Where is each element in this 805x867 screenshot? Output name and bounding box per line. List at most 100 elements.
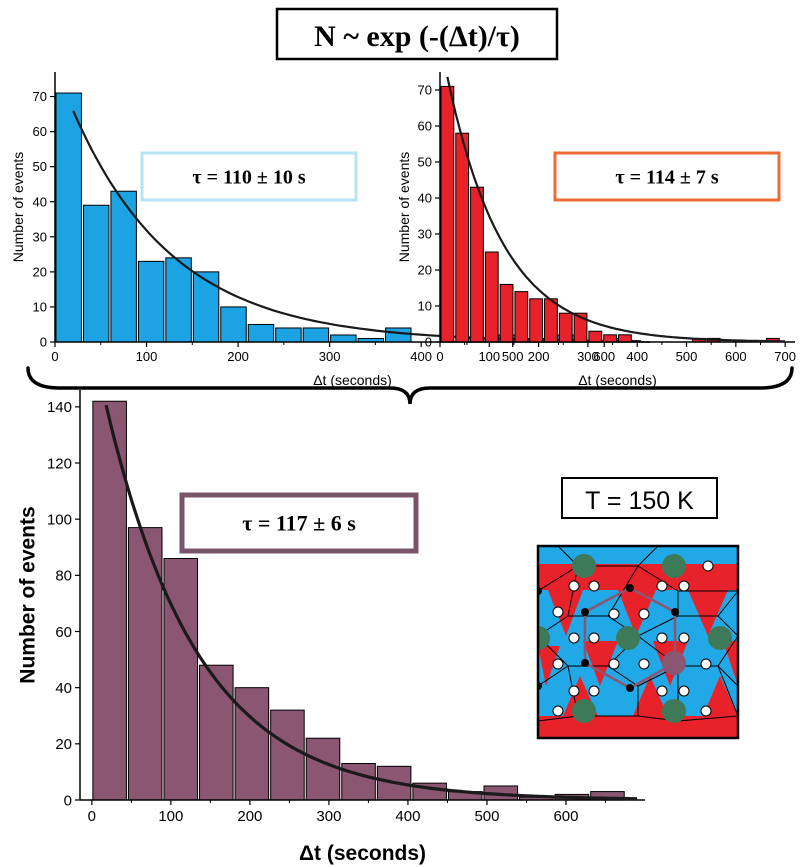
white-atom <box>638 658 650 670</box>
white-atom <box>678 580 690 592</box>
tau-label: τ = 114 ± 7 s <box>615 167 718 189</box>
bar <box>305 737 341 801</box>
white-atom <box>656 685 668 697</box>
black-atom <box>671 608 679 616</box>
bar <box>302 327 330 343</box>
bar <box>440 85 455 343</box>
bar-series <box>55 92 632 343</box>
y-tick-label: 30 <box>33 229 47 244</box>
x-tick-label: 0 <box>88 808 96 825</box>
x-tick-label: 500 <box>676 349 698 364</box>
y-tick-label: 140 <box>47 399 72 416</box>
white-atom <box>608 658 620 670</box>
white-atom <box>552 658 564 670</box>
lattice-frame <box>536 544 740 740</box>
tau-box <box>179 492 419 554</box>
red-tile <box>583 641 618 686</box>
white-atom <box>656 632 668 644</box>
y-axis-title: Number of events <box>16 506 39 683</box>
y-tick-label: 40 <box>55 680 72 697</box>
x-tick-label: 0 <box>436 349 443 364</box>
histogram-top-right: 0 100 200 300 400 500 600 700 0 10 20 30 40 50 60 70 Δt … <box>396 72 796 388</box>
bar <box>234 687 270 801</box>
bar <box>82 204 110 343</box>
exponential-fit-line <box>104 404 638 801</box>
red-tile <box>703 676 738 716</box>
y-tick-label: 60 <box>418 119 432 134</box>
y-axis-title: Number of events <box>396 152 412 263</box>
x-tick-label: 200 <box>237 808 262 825</box>
white-atom <box>588 685 600 697</box>
tau-box <box>553 151 781 202</box>
bar <box>192 271 220 343</box>
white-atom <box>568 685 580 697</box>
y-tick-label: 50 <box>418 155 432 170</box>
lattice-bond <box>717 665 738 687</box>
lattice-bond <box>717 635 738 667</box>
lattice-tiles <box>538 546 738 738</box>
bar <box>55 92 82 343</box>
y-tick-label: 20 <box>55 736 72 753</box>
x-tick-label: 400 <box>410 349 432 364</box>
white-atom <box>678 632 690 644</box>
x-axis-title: Δt (seconds) <box>578 372 657 388</box>
x-axis-title: Δt (seconds) <box>299 842 426 865</box>
bar <box>341 762 376 801</box>
green-atom <box>572 699 596 723</box>
y-tick-label: 30 <box>418 227 432 242</box>
exponential-fit-line <box>446 76 786 343</box>
x-tick-label: 500 <box>502 349 524 364</box>
x-tick-label: 100 <box>136 349 158 364</box>
green-atom <box>662 554 686 578</box>
y-tick-label: 120 <box>47 455 72 472</box>
x-tick-label: 400 <box>395 808 420 825</box>
red-tile <box>538 716 738 738</box>
white-atom <box>702 560 714 572</box>
red-tile <box>548 590 583 636</box>
lattice-bond <box>717 590 738 617</box>
bar <box>270 709 305 801</box>
bar <box>275 327 302 343</box>
lattice-bond <box>538 715 579 722</box>
y-tick-label: 80 <box>55 568 72 585</box>
x-tick-label: 600 <box>553 808 578 825</box>
bar <box>137 260 165 343</box>
y-tick-label: 50 <box>33 159 47 174</box>
green-atom <box>572 554 596 578</box>
x-tick-label: 600 <box>725 349 747 364</box>
x-tick-label: 200 <box>227 349 249 364</box>
lattice-schematic <box>536 544 740 740</box>
temperature-label: T = 150 K <box>585 487 694 515</box>
y-tick-label: 60 <box>33 124 47 139</box>
bar-series <box>440 85 780 343</box>
lattice-bond <box>677 715 738 722</box>
y-tick-label: 40 <box>418 191 432 206</box>
white-atom <box>678 685 690 697</box>
x-tick-label: 700 <box>774 349 796 364</box>
black-atom <box>581 659 589 667</box>
bar <box>330 334 357 343</box>
white-atom <box>656 580 668 592</box>
x-tick-label: 300 <box>577 349 599 364</box>
x-tick-label: 400 <box>626 349 648 364</box>
white-atom <box>608 608 620 620</box>
bar <box>558 312 573 343</box>
white-atom <box>568 632 580 644</box>
bar <box>220 306 247 343</box>
tau-label: τ = 117 ± 6 s <box>242 511 356 536</box>
lattice-bond <box>538 665 569 687</box>
red-tile <box>688 590 728 636</box>
y-tick-label: 70 <box>33 89 47 104</box>
bar <box>618 334 632 343</box>
green-atom <box>708 626 732 650</box>
lattice-bond <box>538 565 579 592</box>
y-tick-label: 70 <box>418 83 432 98</box>
equation-label: N ~ exp (-(Δt)/τ) <box>314 20 520 53</box>
bar <box>514 291 529 343</box>
bar <box>455 132 470 343</box>
white-atom <box>552 606 564 618</box>
y-tick-label: 100 <box>47 511 72 528</box>
green-atom <box>616 626 640 650</box>
white-atom <box>638 608 650 620</box>
